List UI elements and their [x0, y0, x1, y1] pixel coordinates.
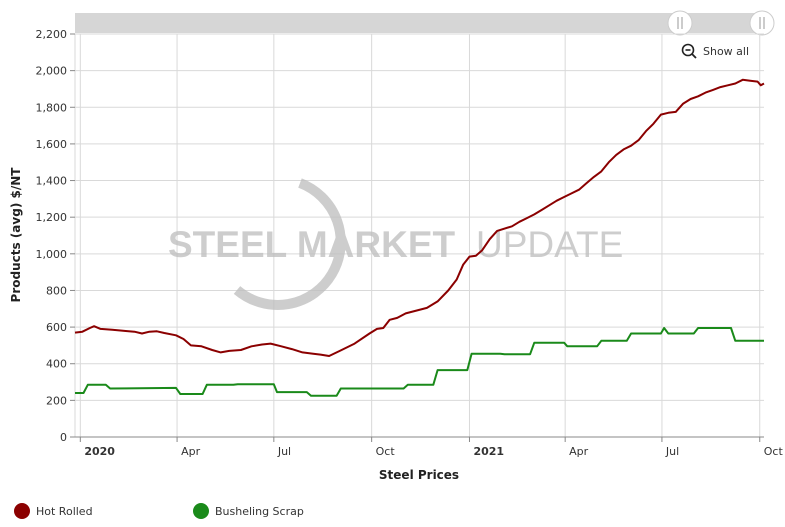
x-tick-label: 2020 [84, 445, 115, 458]
y-tick-label: 1,600 [36, 138, 68, 151]
legend-label-hot-rolled: Hot Rolled [36, 504, 93, 518]
navigator-left-handle[interactable] [667, 10, 693, 36]
navigator-right-handle[interactable] [749, 10, 775, 36]
y-tick-label: 800 [46, 284, 67, 297]
svg-text:STEEL MARKET: STEEL MARKET [168, 224, 456, 265]
x-tick-label: Apr [569, 445, 589, 458]
y-tick-label: 600 [46, 321, 67, 334]
y-tick-label: 1,800 [36, 101, 68, 114]
series-lines [74, 78, 765, 397]
x-tick-label: Jul [665, 445, 679, 458]
steel-market-update-watermark: STEEL MARKET UPDATE [168, 178, 623, 310]
y-tick-label: 0 [60, 431, 67, 444]
grid [74, 33, 764, 438]
show-all-button[interactable]: Show all [681, 41, 749, 61]
legend-swatch-busheling-scrap [193, 503, 209, 519]
series-line-busheling-scrap[interactable] [75, 327, 764, 397]
legend-item-busheling-scrap[interactable]: Busheling Scrap [193, 503, 304, 519]
y-tick-label: 1,000 [36, 248, 68, 261]
legend-item-hot-rolled[interactable]: Hot Rolled [14, 503, 93, 519]
show-all-label: Show all [703, 44, 750, 58]
x-axis-ticks: 2020 Apr Jul Oct 2021 Apr Jul Oct [79, 437, 784, 458]
y-axis-ticks: 0 200 400 600 800 1,000 1,200 1,400 1,600 1,800 2,… [36, 28, 75, 444]
y-axis-title: Products (avg) $/NT [9, 167, 23, 303]
legend: Hot Rolled Busheling Scrap [0, 503, 785, 525]
x-tick-label: Jul [277, 445, 291, 458]
x-tick-label: Oct [376, 445, 396, 458]
range-navigator[interactable] [75, 13, 764, 33]
y-tick-label: 1,200 [36, 211, 68, 224]
y-tick-label: 200 [46, 394, 67, 407]
y-tick-label: 2,200 [36, 28, 68, 41]
zoom-out-icon [681, 43, 697, 59]
x-tick-label: 2021 [473, 445, 504, 458]
y-tick-label: 400 [46, 358, 67, 371]
y-tick-label: 2,000 [36, 65, 68, 78]
x-axis-title: Steel Prices [379, 468, 459, 482]
legend-label-busheling-scrap: Busheling Scrap [215, 504, 304, 518]
x-tick-label: Apr [181, 445, 201, 458]
legend-swatch-hot-rolled [14, 503, 30, 519]
x-tick-label: Oct [764, 445, 784, 458]
series-line-hot-rolled[interactable] [74, 78, 765, 357]
y-tick-label: 1,400 [36, 175, 68, 188]
